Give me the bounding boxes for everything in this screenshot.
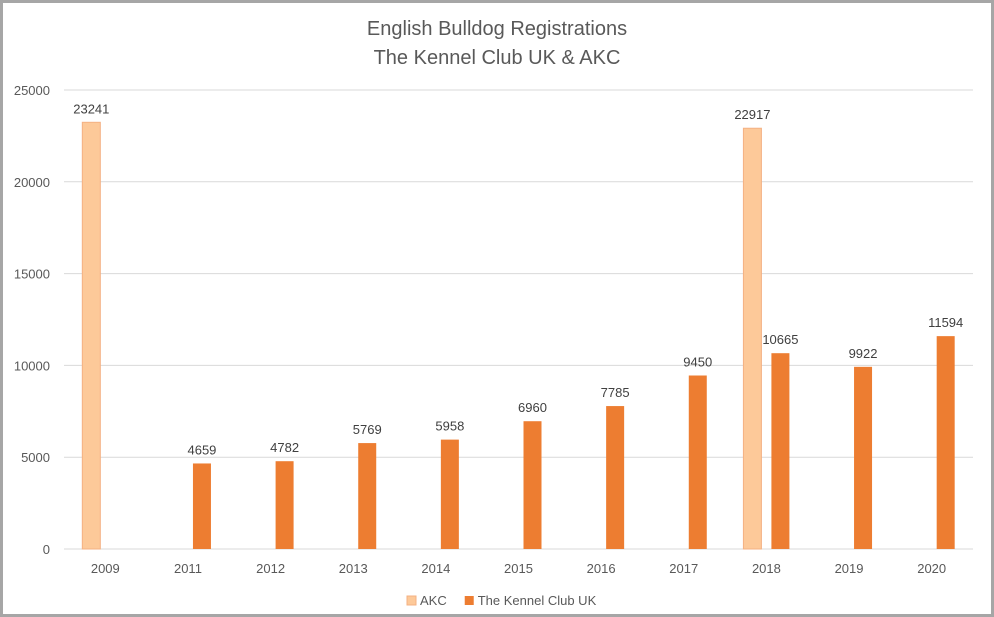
kennel-club-bar (606, 406, 625, 549)
data-label: 9450 (683, 354, 712, 369)
legend-label: AKC (420, 593, 447, 608)
y-tick-label: 5000 (21, 450, 50, 465)
x-tick-label: 2019 (835, 561, 864, 576)
chart-title: English Bulldog Registrations (367, 18, 627, 40)
data-label: 23241 (73, 101, 109, 116)
kennel-club-bar (440, 439, 459, 549)
legend-label: The Kennel Club UK (478, 593, 597, 608)
data-label: 22917 (734, 107, 770, 122)
y-tick-label: 20000 (14, 175, 50, 190)
y-tick-label: 15000 (14, 267, 50, 282)
x-tick-label: 2012 (256, 561, 285, 576)
kennel-club-bar (192, 463, 211, 549)
kennel-club-bar (854, 366, 873, 549)
x-tick-label: 2013 (339, 561, 368, 576)
x-tick-label: 2015 (504, 561, 533, 576)
kennel-club-bar (275, 461, 294, 549)
x-tick-label: 2018 (752, 561, 781, 576)
kennel-club-bar (936, 336, 955, 549)
akc-bar (742, 127, 762, 550)
x-tick-label: 2017 (669, 561, 698, 576)
legend-swatch (464, 596, 474, 605)
data-label: 7785 (601, 385, 630, 400)
y-tick-label: 0 (43, 542, 50, 557)
y-tick-label: 25000 (14, 83, 50, 98)
data-label: 4782 (270, 440, 299, 455)
legend-swatch (406, 595, 417, 606)
x-tick-label: 2014 (421, 561, 450, 576)
kennel-club-bar (523, 421, 542, 549)
chart-subtitle: The Kennel Club UK & AKC (374, 47, 621, 69)
y-tick-label: 10000 (14, 358, 50, 373)
data-label: 11594 (928, 315, 963, 330)
data-label: 5958 (435, 419, 464, 434)
data-label: 4659 (187, 442, 216, 457)
data-label: 5769 (353, 422, 382, 437)
kennel-club-bar (358, 443, 377, 549)
x-tick-label: 2020 (917, 561, 946, 576)
kennel-club-bar (771, 353, 790, 549)
data-label: 9922 (849, 346, 878, 361)
data-label: 10665 (762, 332, 798, 347)
akc-bar (81, 121, 101, 550)
x-tick-label: 2016 (587, 561, 616, 576)
x-tick-label: 2009 (91, 561, 120, 576)
data-label: 6960 (518, 400, 547, 415)
kennel-club-bar (688, 375, 707, 549)
x-tick-label: 2011 (174, 561, 202, 576)
